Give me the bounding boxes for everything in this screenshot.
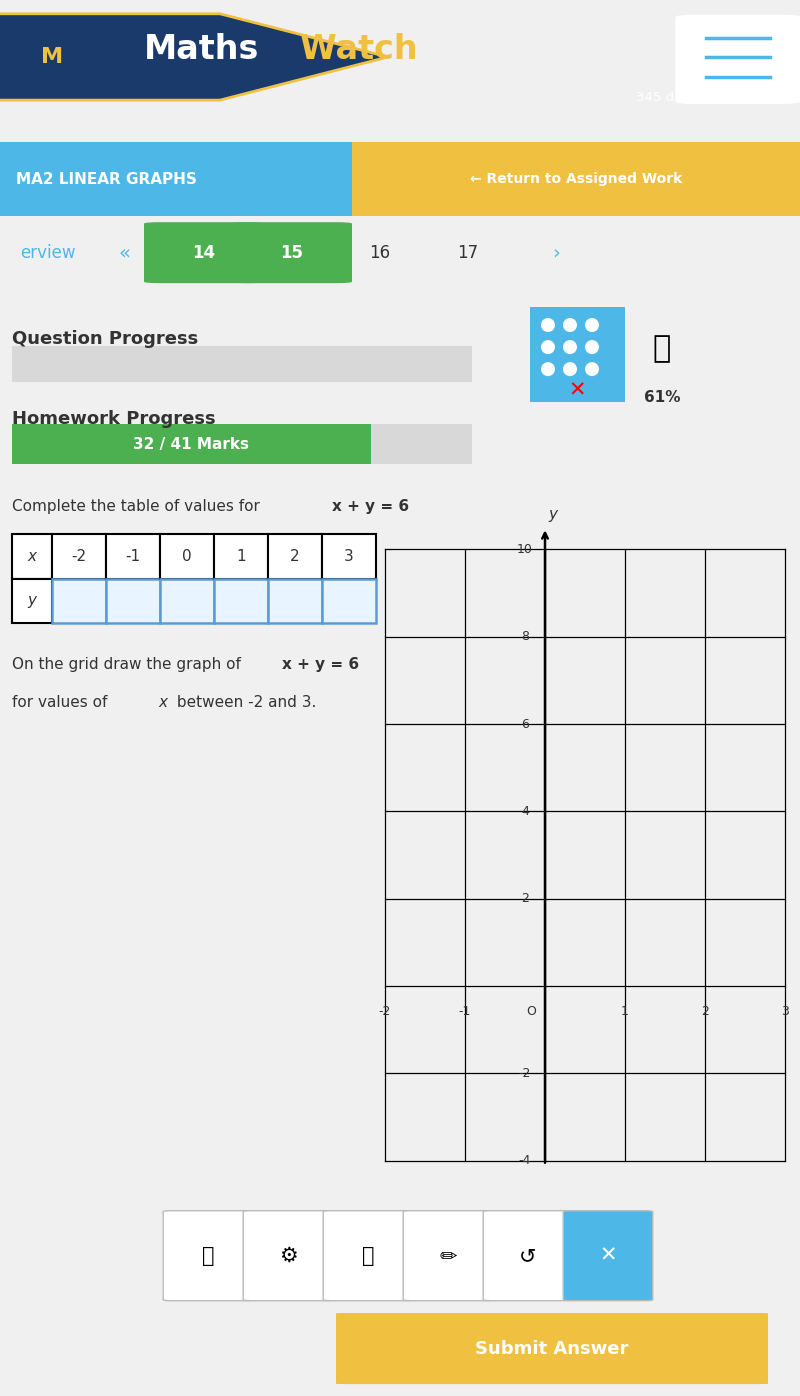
Text: y: y (27, 593, 37, 609)
Text: 14: 14 (193, 244, 215, 261)
FancyBboxPatch shape (563, 1210, 653, 1301)
Text: 17: 17 (458, 244, 478, 261)
Text: ← Return to Assigned Work: ← Return to Assigned Work (470, 172, 682, 187)
Text: ⚙: ⚙ (278, 1245, 298, 1266)
Bar (12, 535, 52, 578)
FancyBboxPatch shape (403, 1210, 493, 1301)
Bar (322, 535, 376, 578)
Text: 4: 4 (521, 805, 529, 818)
Text: 📐: 📐 (362, 1245, 374, 1266)
Text: -2: -2 (71, 549, 86, 564)
Text: 6: 6 (521, 718, 529, 730)
Text: 16: 16 (370, 244, 390, 261)
Bar (0, 142, 352, 216)
Text: 32 / 41 Marks: 32 / 41 Marks (134, 437, 250, 452)
Bar (322, 578, 376, 623)
Text: ›: › (552, 243, 560, 262)
Text: 3: 3 (344, 549, 354, 564)
Circle shape (541, 362, 555, 376)
Text: -1: -1 (459, 1005, 471, 1018)
Bar (214, 578, 268, 623)
Text: 10: 10 (517, 543, 533, 556)
Bar (160, 578, 214, 623)
Text: 61%: 61% (644, 389, 680, 405)
Text: Complete the table of values for: Complete the table of values for (12, 498, 265, 514)
Circle shape (585, 341, 599, 355)
Bar (12, 346, 472, 383)
Text: Homework Progress: Homework Progress (12, 410, 216, 429)
Text: 2: 2 (290, 549, 300, 564)
Text: ✏: ✏ (439, 1245, 457, 1266)
Bar (106, 578, 160, 623)
Circle shape (585, 318, 599, 332)
Text: ↺: ↺ (519, 1245, 537, 1266)
Bar (106, 535, 160, 578)
Text: «: « (118, 243, 130, 262)
Text: 3: 3 (781, 1005, 789, 1018)
Text: -2: -2 (379, 1005, 391, 1018)
Circle shape (541, 341, 555, 355)
FancyBboxPatch shape (327, 1314, 777, 1383)
FancyBboxPatch shape (232, 222, 352, 283)
FancyBboxPatch shape (323, 1210, 413, 1301)
Text: ✕: ✕ (599, 1245, 617, 1266)
Text: 1: 1 (621, 1005, 629, 1018)
Bar (12, 578, 52, 623)
Text: 🏆: 🏆 (653, 335, 671, 363)
Text: 15: 15 (281, 244, 303, 261)
Circle shape (541, 318, 555, 332)
Bar (160, 535, 214, 578)
Text: x + y = 6: x + y = 6 (282, 658, 359, 671)
Text: Watch: Watch (300, 34, 418, 67)
Bar (12, 424, 370, 465)
Bar (12, 424, 472, 465)
Bar (52, 578, 106, 623)
Text: -2: -2 (519, 1067, 531, 1079)
Bar (52, 535, 106, 578)
Text: Question Progress: Question Progress (12, 329, 198, 348)
Text: x: x (158, 695, 167, 711)
Circle shape (563, 341, 577, 355)
Text: 2: 2 (701, 1005, 709, 1018)
Text: x: x (27, 549, 37, 564)
FancyBboxPatch shape (676, 15, 800, 103)
Text: MA2 LINEAR GRAPHS: MA2 LINEAR GRAPHS (16, 172, 197, 187)
Text: erview: erview (20, 244, 75, 261)
Text: Maths: Maths (144, 34, 259, 67)
FancyBboxPatch shape (243, 1210, 333, 1301)
Circle shape (563, 318, 577, 332)
Text: between -2 and 3.: between -2 and 3. (172, 695, 316, 711)
Circle shape (563, 362, 577, 376)
Text: 1: 1 (236, 549, 246, 564)
FancyBboxPatch shape (483, 1210, 573, 1301)
Text: Submit Answer: Submit Answer (475, 1340, 629, 1357)
Text: ✕: ✕ (569, 380, 586, 401)
Text: y: y (549, 507, 558, 522)
Text: x + y = 6: x + y = 6 (332, 498, 409, 514)
Text: O: O (526, 1005, 536, 1018)
Bar (268, 578, 322, 623)
FancyBboxPatch shape (144, 222, 264, 283)
Bar (214, 535, 268, 578)
Text: 📏: 📏 (202, 1245, 214, 1266)
Bar (352, 142, 800, 216)
Bar (530, 307, 625, 402)
Text: On the grid draw the graph of: On the grid draw the graph of (12, 658, 246, 671)
Text: -1: -1 (126, 549, 141, 564)
FancyBboxPatch shape (163, 1210, 253, 1301)
Text: 2: 2 (521, 892, 529, 905)
Text: 8: 8 (521, 630, 529, 644)
Text: -4: -4 (519, 1154, 531, 1167)
Text: 0: 0 (182, 549, 192, 564)
Text: for values of: for values of (12, 695, 112, 711)
Text: M: M (41, 47, 63, 67)
Text: 345 days until renewal: 345 days until renewal (636, 91, 788, 103)
Bar (268, 535, 322, 578)
Circle shape (585, 362, 599, 376)
